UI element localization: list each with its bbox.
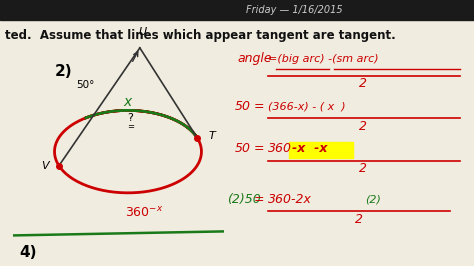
Text: 50: 50 <box>235 143 251 155</box>
Bar <box>0 0 474 20</box>
Text: =: = <box>254 193 264 206</box>
Text: T: T <box>209 131 216 141</box>
Text: (2)50: (2)50 <box>228 193 261 206</box>
Text: V: V <box>41 161 48 171</box>
Text: 2): 2) <box>55 64 72 79</box>
Text: =: = <box>254 143 264 155</box>
Text: 360: 360 <box>268 143 292 155</box>
Text: 360-2x: 360-2x <box>268 193 312 206</box>
Text: Friday — 1/16/2015: Friday — 1/16/2015 <box>246 5 342 15</box>
Text: 2: 2 <box>359 120 366 133</box>
Text: 2: 2 <box>359 77 366 90</box>
Text: -x  -x: -x -x <box>292 143 327 155</box>
Text: 50: 50 <box>235 100 251 113</box>
Text: =: = <box>254 100 264 113</box>
Text: (2): (2) <box>365 194 381 205</box>
Text: angle: angle <box>237 52 272 65</box>
Text: =: = <box>127 122 134 131</box>
Text: ?: ? <box>128 113 133 123</box>
Text: $360^{-x}$: $360^{-x}$ <box>125 206 164 220</box>
Text: =(big arc) -(sm arc): =(big arc) -(sm arc) <box>268 53 378 64</box>
Text: U: U <box>138 27 146 37</box>
Text: 50°: 50° <box>76 80 94 90</box>
Text: ted.  Assume that lines which appear tangent are tangent.: ted. Assume that lines which appear tang… <box>5 30 395 42</box>
Text: 4): 4) <box>19 245 36 260</box>
Text: (366-x) - ( x  ): (366-x) - ( x ) <box>268 101 346 111</box>
Text: 2: 2 <box>355 213 363 226</box>
Text: 2: 2 <box>359 163 366 175</box>
Text: x: x <box>124 95 132 109</box>
Bar <box>289 142 353 158</box>
